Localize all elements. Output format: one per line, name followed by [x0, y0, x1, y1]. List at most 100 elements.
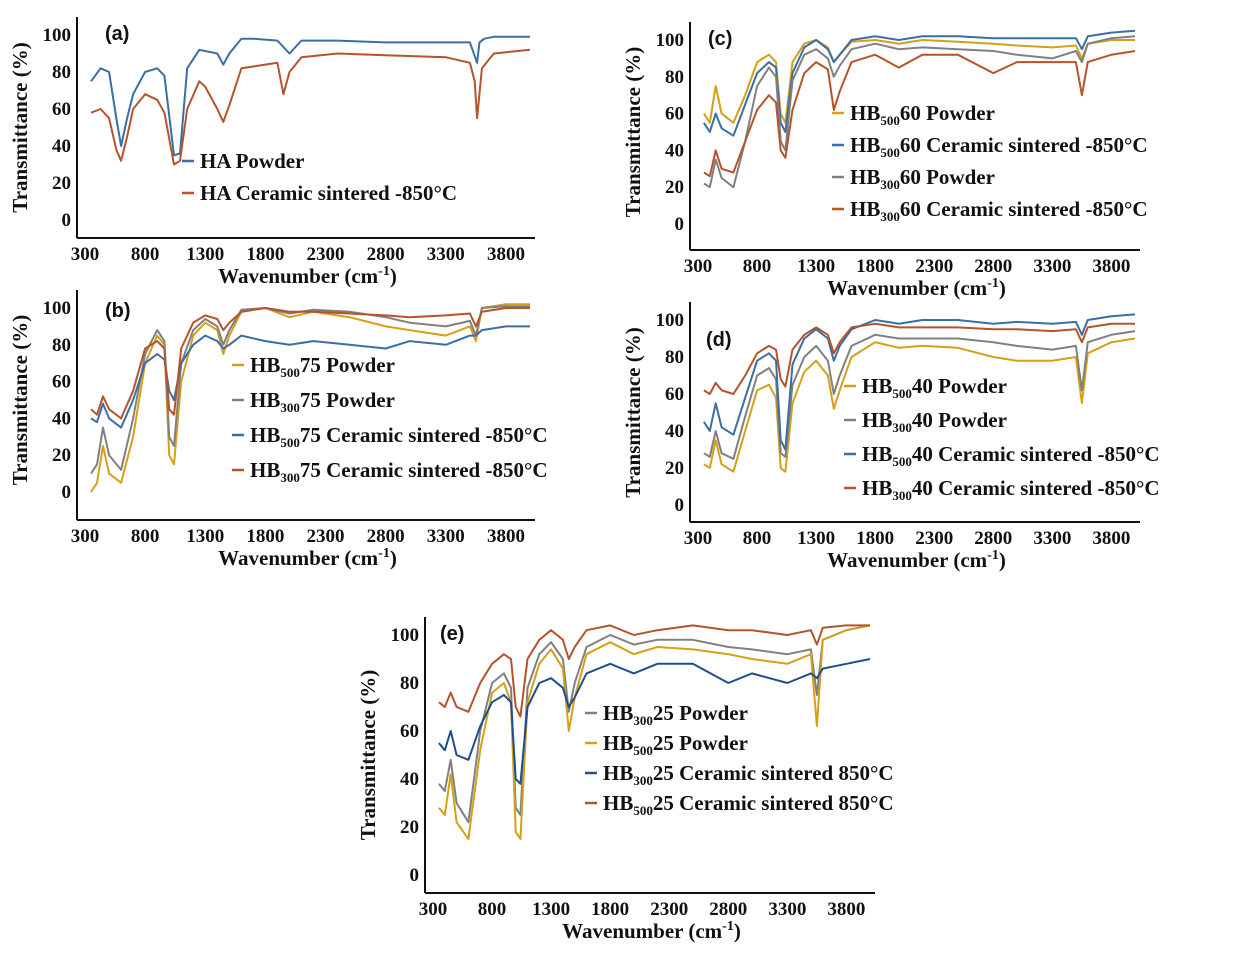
series-line	[703, 337, 1136, 473]
series-line	[703, 29, 1136, 137]
x-tick-label: 2800	[367, 526, 405, 547]
x-tick-label: 300	[684, 528, 713, 549]
x-tick-label: 3800	[487, 244, 525, 265]
y-tick-label: 80	[665, 347, 684, 368]
x-tick-label: 2800	[974, 528, 1012, 549]
legend-entry: HB50060 Ceramic sintered -850°C	[850, 133, 1148, 160]
y-tick-label: 0	[62, 482, 72, 503]
legend-entry: HB30060 Powder	[850, 165, 995, 192]
panel-label: (d)	[706, 329, 732, 351]
legend-entry: HB30075 Powder	[250, 388, 395, 415]
legend-entry: HB30025 Ceramic sintered 850°C	[603, 761, 894, 788]
series-line	[703, 50, 1136, 178]
series-line	[438, 624, 870, 718]
x-tick-label: 2300	[915, 256, 953, 277]
panel-c: 0 20 40 60 80 100 300 800 1300 1800 2300 2800 3300 38…	[621, 22, 1148, 300]
panel-a: 0 20 40 60 80 100 300 800 1300 1800 2300 2800 3300 38…	[8, 17, 535, 288]
y-tick-label: 60	[52, 99, 71, 120]
x-tick-label: 1800	[856, 528, 894, 549]
y-tick-label: 40	[665, 140, 684, 161]
y-axis-label: Transmittance (%)	[8, 42, 32, 213]
y-tick-label: 100	[656, 310, 685, 331]
series-line	[90, 307, 530, 420]
x-tick-label: 1300	[797, 528, 835, 549]
x-tick-label: 800	[743, 256, 772, 277]
x-tick-label: 2300	[307, 244, 345, 265]
legend-entry: HB30060 Ceramic sintered -850°C	[850, 197, 1148, 224]
legend-entry: HB50075 Ceramic sintered -850°C	[250, 423, 548, 450]
x-tick-label: 3300	[768, 899, 806, 920]
x-tick-label: 2800	[367, 244, 405, 265]
x-tick-label: 1800	[856, 256, 894, 277]
y-axis-label: Transmittance (%)	[356, 670, 380, 841]
x-tick-label: 3800	[827, 899, 865, 920]
panel-b: 0 20 40 60 80 100 300 800 1300 1800 2300 2800 3300 38…	[8, 290, 548, 570]
y-tick-label: 40	[665, 421, 684, 442]
panel-label: (e)	[440, 623, 464, 645]
y-tick-label: 80	[52, 62, 71, 83]
series-line	[703, 330, 1136, 460]
series-line	[90, 305, 530, 475]
series-line	[90, 48, 531, 166]
y-axis-label: Transmittance (%)	[8, 315, 32, 486]
series-line	[438, 624, 871, 824]
x-tick-label: 800	[743, 528, 772, 549]
x-axis-label: Wavenumber (cm-1)	[218, 546, 397, 570]
x-tick-label: 1300	[186, 244, 224, 265]
x-tick-label: 1300	[797, 256, 835, 277]
x-tick-label: 300	[684, 256, 713, 277]
y-tick-label: 0	[675, 495, 685, 516]
legend-entry: HB50025 Powder	[603, 731, 748, 758]
legend-entry: HB50040 Powder	[862, 374, 1007, 401]
x-tick-label: 800	[131, 244, 160, 265]
x-axis-label: Wavenumber (cm-1)	[827, 276, 1006, 300]
x-tick-label: 3800	[1092, 528, 1130, 549]
x-tick-label: 1800	[591, 899, 629, 920]
y-tick-label: 0	[410, 865, 420, 886]
y-tick-label: 80	[665, 67, 684, 88]
x-tick-label: 300	[71, 526, 100, 547]
y-tick-label: 20	[400, 817, 419, 838]
series-line	[703, 313, 1136, 451]
panel-d: 0 20 40 60 80 100 300 800 1300 1800 2300 2800 3300 38…	[621, 302, 1160, 572]
panel-label: (a)	[105, 23, 129, 45]
y-tick-label: 80	[52, 335, 71, 356]
panel-e: 0 20 40 60 80 100 300 800 1300 1800 2300 2800 3300 38…	[356, 617, 894, 943]
x-tick-label: 1800	[246, 526, 284, 547]
legend-entry: HB30075 Ceramic sintered -850°C	[250, 458, 548, 485]
y-axis-label: Transmittance (%)	[621, 327, 645, 498]
panel-label: (c)	[708, 28, 732, 50]
legend-entry: HB30025 Powder	[603, 701, 748, 728]
x-tick-label: 2300	[650, 899, 688, 920]
x-tick-label: 1800	[246, 244, 284, 265]
x-axis-label: Wavenumber (cm-1)	[827, 548, 1006, 572]
y-tick-label: 60	[665, 104, 684, 125]
x-tick-label: 3800	[1092, 256, 1130, 277]
x-tick-label: 800	[131, 526, 160, 547]
y-tick-label: 0	[675, 214, 685, 235]
x-tick-label: 2800	[974, 256, 1012, 277]
y-tick-label: 100	[391, 625, 420, 646]
x-tick-label: 1300	[532, 899, 570, 920]
x-tick-label: 3300	[427, 526, 465, 547]
y-axis-label: Transmittance (%)	[621, 47, 645, 218]
legend-entry: HB50025 Ceramic sintered 850°C	[603, 791, 894, 818]
x-axis-label: Wavenumber (cm-1)	[562, 919, 741, 943]
y-tick-label: 40	[400, 769, 419, 790]
y-tick-label: 100	[43, 25, 72, 46]
x-tick-label: 3300	[1033, 528, 1071, 549]
y-tick-label: 20	[665, 177, 684, 198]
y-tick-label: 100	[656, 30, 685, 51]
x-tick-label: 300	[71, 244, 100, 265]
x-tick-label: 3300	[427, 244, 465, 265]
y-tick-label: 20	[52, 173, 71, 194]
y-tick-label: 60	[400, 721, 419, 742]
series-line	[438, 658, 871, 785]
y-tick-label: 40	[52, 408, 71, 429]
legend-entry: HA Ceramic sintered -850°C	[200, 181, 457, 205]
y-tick-label: 20	[665, 458, 684, 479]
legend-entry: HA Powder	[200, 149, 304, 173]
x-tick-label: 2800	[709, 899, 747, 920]
y-tick-label: 40	[52, 136, 71, 157]
